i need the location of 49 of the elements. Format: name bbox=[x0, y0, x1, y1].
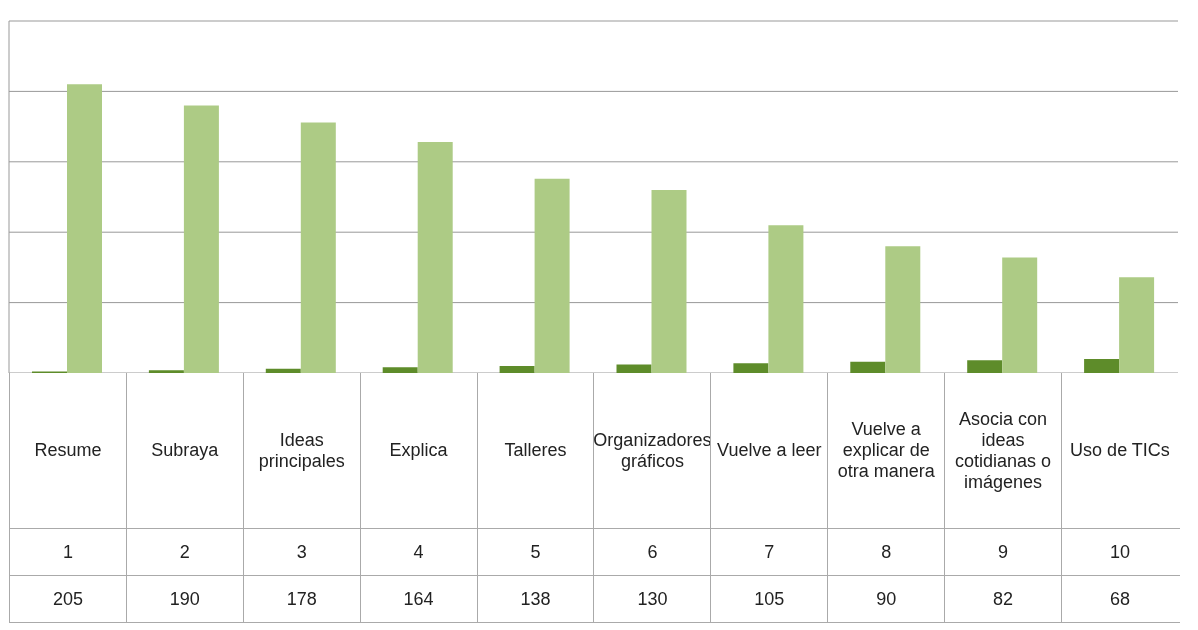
data-label: 6 bbox=[593, 529, 711, 575]
data-label: 82 bbox=[944, 576, 1062, 622]
bar bbox=[616, 364, 652, 373]
data-label: 164 bbox=[359, 576, 477, 622]
bar bbox=[183, 105, 219, 373]
x-tick-label: Uso de TICs bbox=[1070, 440, 1170, 461]
data-label: 105 bbox=[710, 576, 828, 622]
x-tick-label: Organizadores gráficos bbox=[593, 429, 712, 472]
bar bbox=[417, 142, 453, 373]
bar bbox=[885, 246, 921, 373]
data-label: 9 bbox=[944, 529, 1062, 575]
data-label: 7 bbox=[710, 529, 828, 575]
bar bbox=[733, 363, 769, 373]
x-tick-label: Vuelve a leer bbox=[717, 440, 822, 461]
data-label: 190 bbox=[125, 576, 243, 622]
bar bbox=[148, 370, 184, 373]
data-label: 3 bbox=[242, 529, 360, 575]
x-tick-label: Resume bbox=[34, 440, 102, 461]
data-label: 1 bbox=[9, 529, 126, 575]
x-tick-label: Explica bbox=[389, 440, 448, 461]
data-label: 68 bbox=[1061, 576, 1178, 622]
bar bbox=[1119, 277, 1155, 373]
bar bbox=[1002, 257, 1038, 373]
data-label: 8 bbox=[827, 529, 945, 575]
data-label: 178 bbox=[242, 576, 360, 622]
x-tick-label: Asocia con ideas cotidianas o imágenes bbox=[954, 408, 1053, 493]
bar bbox=[265, 368, 301, 373]
data-label: 5 bbox=[476, 529, 594, 575]
bar bbox=[850, 361, 886, 373]
bar bbox=[300, 122, 336, 373]
data-label: 4 bbox=[359, 529, 477, 575]
data-label: 130 bbox=[593, 576, 711, 622]
bar bbox=[768, 225, 804, 373]
data-label: 90 bbox=[827, 576, 945, 622]
x-tick-label: Talleres bbox=[504, 440, 567, 461]
x-tick-label: Vuelve a explicar de otra manera bbox=[836, 419, 936, 482]
x-tick-label: Subraya bbox=[151, 440, 219, 461]
x-tick-label: Ideas principales bbox=[257, 429, 346, 472]
bar bbox=[534, 178, 570, 373]
bar bbox=[1084, 358, 1120, 373]
bar bbox=[499, 365, 535, 373]
bar bbox=[67, 84, 102, 373]
bar bbox=[382, 367, 418, 373]
data-label: 205 bbox=[9, 576, 126, 622]
data-label: 138 bbox=[476, 576, 594, 622]
data-label: 2 bbox=[125, 529, 243, 575]
data-label: 10 bbox=[1061, 529, 1178, 575]
bar bbox=[967, 360, 1003, 373]
bar bbox=[651, 189, 687, 373]
